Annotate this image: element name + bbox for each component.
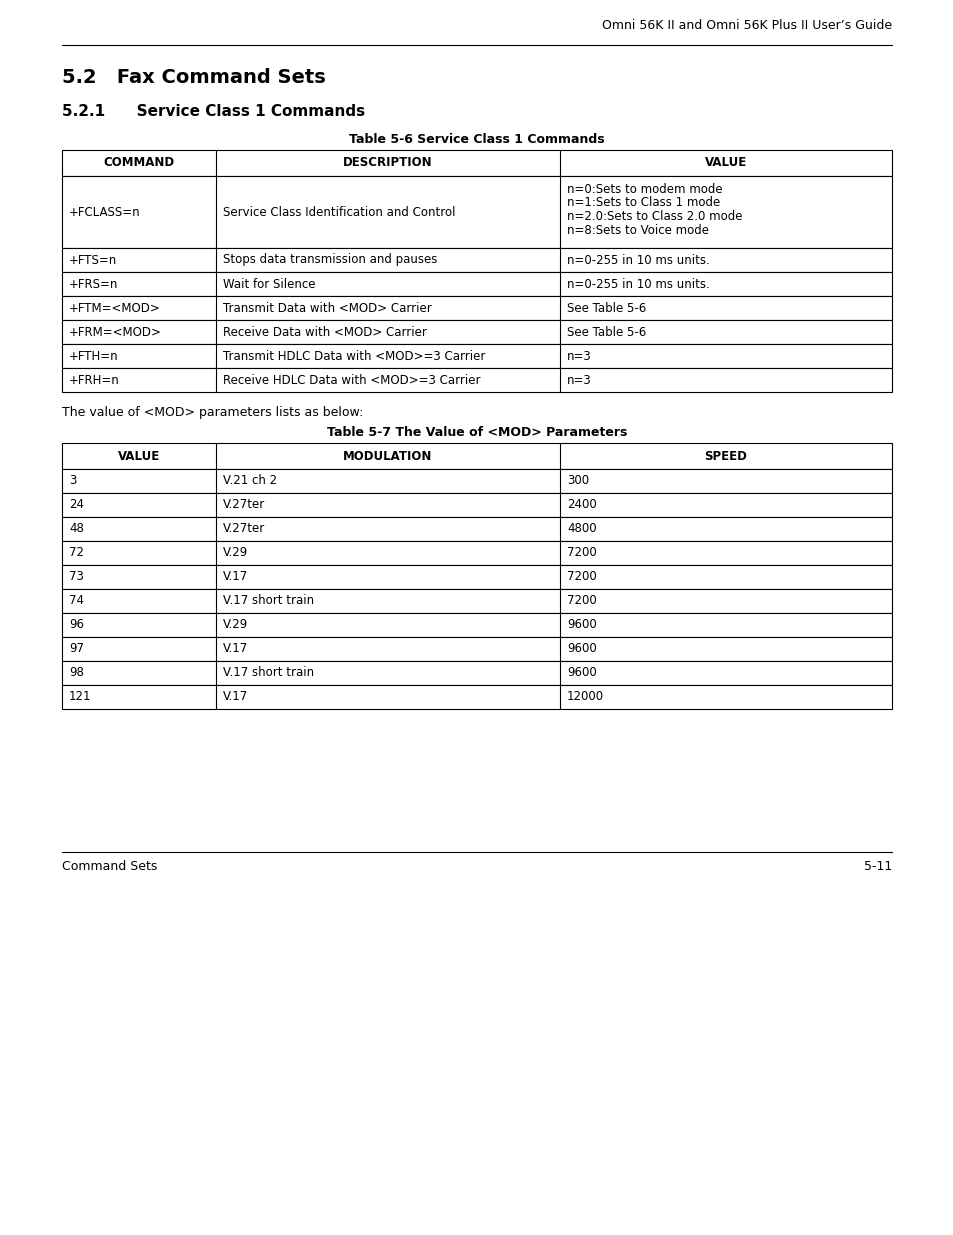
Text: 98: 98 <box>69 667 84 679</box>
Bar <box>62 517 891 541</box>
Bar <box>62 493 891 517</box>
Text: 5.2.1      Service Class 1 Commands: 5.2.1 Service Class 1 Commands <box>62 104 365 119</box>
Text: Table 5-6 Service Class 1 Commands: Table 5-6 Service Class 1 Commands <box>349 133 604 146</box>
Text: n=1:Sets to Class 1 mode: n=1:Sets to Class 1 mode <box>566 196 720 210</box>
Text: Wait for Silence: Wait for Silence <box>222 278 314 290</box>
Text: +FTM=<MOD>: +FTM=<MOD> <box>69 301 161 315</box>
Text: 9600: 9600 <box>566 667 597 679</box>
Text: SPEED: SPEED <box>704 450 746 462</box>
Text: See Table 5-6: See Table 5-6 <box>566 326 645 338</box>
Text: 24: 24 <box>69 499 84 511</box>
Text: n=0-255 in 10 ms units.: n=0-255 in 10 ms units. <box>566 253 709 267</box>
Text: Command Sets: Command Sets <box>62 860 157 873</box>
Text: VALUE: VALUE <box>117 450 160 462</box>
Text: 96: 96 <box>69 619 84 631</box>
Text: n=2.0:Sets to Class 2.0 mode: n=2.0:Sets to Class 2.0 mode <box>566 210 741 224</box>
Text: Receive HDLC Data with <MOD>=3 Carrier: Receive HDLC Data with <MOD>=3 Carrier <box>222 373 479 387</box>
Text: Receive Data with <MOD> Carrier: Receive Data with <MOD> Carrier <box>222 326 426 338</box>
Text: MODULATION: MODULATION <box>343 450 432 462</box>
Bar <box>62 177 891 248</box>
Text: +FTH=n: +FTH=n <box>69 350 118 363</box>
Text: Transmit HDLC Data with <MOD>=3 Carrier: Transmit HDLC Data with <MOD>=3 Carrier <box>222 350 484 363</box>
Text: V.29: V.29 <box>222 547 248 559</box>
Text: Stops data transmission and pauses: Stops data transmission and pauses <box>222 253 436 267</box>
Bar <box>62 248 891 272</box>
Text: DESCRIPTION: DESCRIPTION <box>342 157 432 169</box>
Bar <box>62 469 891 493</box>
Text: +FRS=n: +FRS=n <box>69 278 118 290</box>
Text: +FRH=n: +FRH=n <box>69 373 120 387</box>
Bar <box>62 320 891 345</box>
Text: n=3: n=3 <box>566 350 591 363</box>
Bar <box>62 541 891 564</box>
Text: 9600: 9600 <box>566 642 597 656</box>
Text: 97: 97 <box>69 642 84 656</box>
Bar <box>62 272 891 296</box>
Bar <box>62 661 891 685</box>
Bar <box>62 637 891 661</box>
Text: COMMAND: COMMAND <box>103 157 174 169</box>
Text: V.17: V.17 <box>222 642 248 656</box>
Text: 74: 74 <box>69 594 84 608</box>
Text: 300: 300 <box>566 474 589 488</box>
Text: 12000: 12000 <box>566 690 603 704</box>
Text: n=8:Sets to Voice mode: n=8:Sets to Voice mode <box>566 224 708 236</box>
Text: 48: 48 <box>69 522 84 536</box>
Text: Transmit Data with <MOD> Carrier: Transmit Data with <MOD> Carrier <box>222 301 431 315</box>
Text: Table 5-7 The Value of <MOD> Parameters: Table 5-7 The Value of <MOD> Parameters <box>327 426 626 438</box>
Text: V.17: V.17 <box>222 571 248 583</box>
Text: +FCLASS=n: +FCLASS=n <box>69 205 140 219</box>
Text: 72: 72 <box>69 547 84 559</box>
Text: n=0:Sets to modem mode: n=0:Sets to modem mode <box>566 183 721 196</box>
Bar <box>62 368 891 391</box>
Text: 73: 73 <box>69 571 84 583</box>
Text: 121: 121 <box>69 690 91 704</box>
Bar <box>62 149 891 177</box>
Text: See Table 5-6: See Table 5-6 <box>566 301 645 315</box>
Text: 7200: 7200 <box>566 547 597 559</box>
Text: 3: 3 <box>69 474 76 488</box>
Bar <box>62 345 891 368</box>
Bar <box>62 443 891 469</box>
Text: 5.2   Fax Command Sets: 5.2 Fax Command Sets <box>62 68 325 86</box>
Bar <box>62 613 891 637</box>
Text: 2400: 2400 <box>566 499 597 511</box>
Text: The value of <MOD> parameters lists as below:: The value of <MOD> parameters lists as b… <box>62 406 363 419</box>
Text: +FRM=<MOD>: +FRM=<MOD> <box>69 326 162 338</box>
Bar <box>62 564 891 589</box>
Text: V.17 short train: V.17 short train <box>222 594 314 608</box>
Text: +FTS=n: +FTS=n <box>69 253 117 267</box>
Text: VALUE: VALUE <box>704 157 746 169</box>
Text: V.17: V.17 <box>222 690 248 704</box>
Text: V.17 short train: V.17 short train <box>222 667 314 679</box>
Bar <box>62 296 891 320</box>
Text: 7200: 7200 <box>566 594 597 608</box>
Text: 9600: 9600 <box>566 619 597 631</box>
Text: n=0-255 in 10 ms units.: n=0-255 in 10 ms units. <box>566 278 709 290</box>
Text: 4800: 4800 <box>566 522 596 536</box>
Bar <box>62 685 891 709</box>
Text: V.27ter: V.27ter <box>222 499 265 511</box>
Text: V.21 ch 2: V.21 ch 2 <box>222 474 276 488</box>
Text: 7200: 7200 <box>566 571 597 583</box>
Text: V.29: V.29 <box>222 619 248 631</box>
Text: V.27ter: V.27ter <box>222 522 265 536</box>
Text: Omni 56K II and Omni 56K Plus II User’s Guide: Omni 56K II and Omni 56K Plus II User’s … <box>601 19 891 32</box>
Text: 5-11: 5-11 <box>862 860 891 873</box>
Text: Service Class Identification and Control: Service Class Identification and Control <box>222 205 455 219</box>
Bar <box>62 589 891 613</box>
Text: n=3: n=3 <box>566 373 591 387</box>
